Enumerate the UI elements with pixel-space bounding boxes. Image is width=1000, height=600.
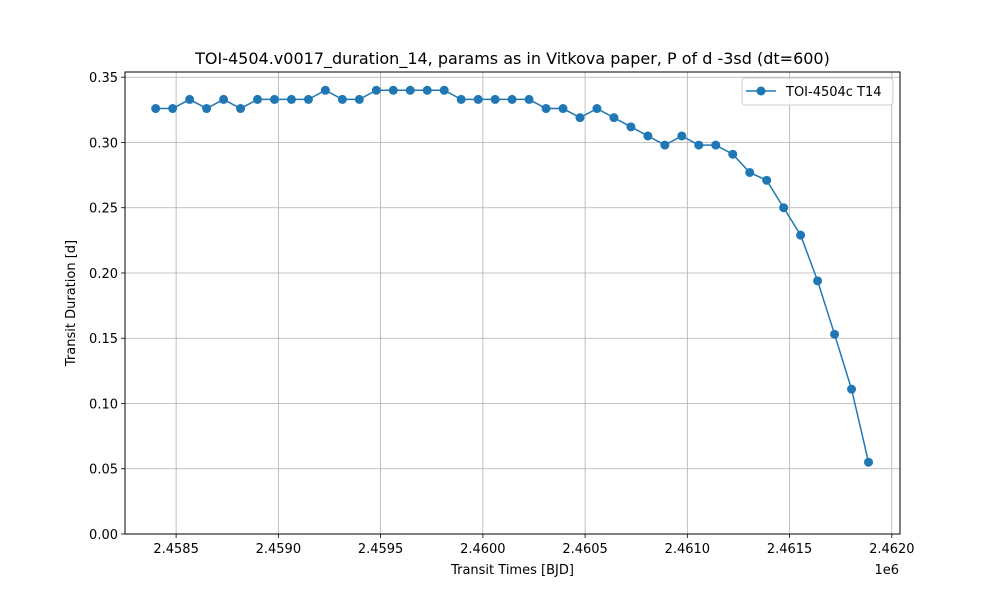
y-tick-label: 0.00 [89,528,118,543]
x-tick-label: 2.4615 [767,542,813,557]
x-axis: 2.4585 2.4590 2.4595 2.4600 2.4605 2.4610 2.46… [153,534,915,557]
y-tick-label: 0.25 [89,202,118,217]
data-point [677,131,687,141]
x-tick-label: 2.4605 [562,542,608,557]
data-point [558,104,568,114]
data-point [694,140,704,150]
data-point [286,94,296,104]
data-point [185,94,195,104]
series-layer [151,85,874,467]
plot-frame [124,71,901,535]
y-tick-label: 0.10 [89,397,118,412]
data-point [541,104,551,114]
data-point [643,131,653,141]
data-point [168,104,178,114]
data-point [847,384,857,394]
data-point [609,113,619,123]
data-point [202,104,212,114]
y-tick-label: 0.15 [89,332,118,347]
data-point [354,94,364,104]
data-point [711,140,721,150]
data-point [236,104,246,114]
data-point [745,167,755,177]
data-point [762,175,772,185]
y-axis-label: Transit Duration [d] [64,240,79,367]
legend-marker [756,86,766,96]
data-point [507,94,517,104]
data-point [592,104,602,114]
y-tick-label: 0.05 [89,463,118,478]
data-point [303,94,313,104]
data-point [320,85,330,95]
legend: TOI-4504c T14 [741,77,894,106]
data-point [405,85,415,95]
data-point [626,122,636,132]
data-point [422,85,432,95]
data-point [219,94,229,104]
data-point [151,104,161,114]
x-offset-label: 1e6 [874,563,899,578]
data-point [253,94,263,104]
legend-label: TOI-4504c T14 [785,85,882,100]
x-tick-label: 2.4620 [869,542,915,557]
data-point [337,94,347,104]
data-point [456,94,466,104]
data-point [796,230,806,240]
y-axis: 0.00 0.05 0.10 0.15 0.20 0.25 0.30 0.35 [89,71,125,543]
data-point [388,85,398,95]
data-point [473,94,483,104]
x-axis-label: Transit Times [BJD] [450,563,574,578]
data-point [269,94,279,104]
y-tick-label: 0.35 [89,71,118,86]
data-point [439,85,449,95]
y-tick-label: 0.20 [89,267,118,282]
x-tick-label: 2.4610 [665,542,711,557]
data-point [830,329,840,339]
data-point [813,276,823,286]
x-tick-label: 2.4595 [358,542,404,557]
legend-box [741,77,894,106]
data-point [490,94,500,104]
x-tick-label: 2.4600 [460,542,506,557]
data-point [524,94,534,104]
data-point [575,113,585,123]
data-point [779,203,789,213]
y-tick-label: 0.30 [89,136,118,151]
data-point [864,457,874,467]
data-point [728,149,738,159]
data-point [371,85,381,95]
data-point [660,140,670,150]
x-tick-label: 2.4590 [256,542,302,557]
x-tick-label: 2.4585 [153,542,199,557]
chart-title: TOI-4504.v0017_duration_14, params as in… [194,49,830,69]
